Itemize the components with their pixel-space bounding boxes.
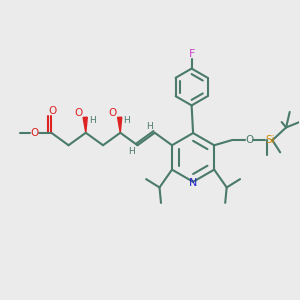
Text: H: H (89, 116, 96, 125)
Text: H: H (123, 116, 130, 125)
Polygon shape (118, 117, 122, 133)
Text: O: O (74, 108, 82, 118)
Text: Si: Si (265, 135, 274, 145)
Text: F: F (188, 49, 195, 59)
Text: H: H (146, 122, 153, 131)
Text: O: O (245, 135, 254, 145)
Text: N: N (189, 178, 197, 188)
Text: O: O (49, 106, 57, 116)
Polygon shape (83, 117, 87, 133)
Text: H: H (128, 147, 135, 156)
Text: O: O (30, 128, 38, 138)
Text: O: O (109, 108, 117, 118)
